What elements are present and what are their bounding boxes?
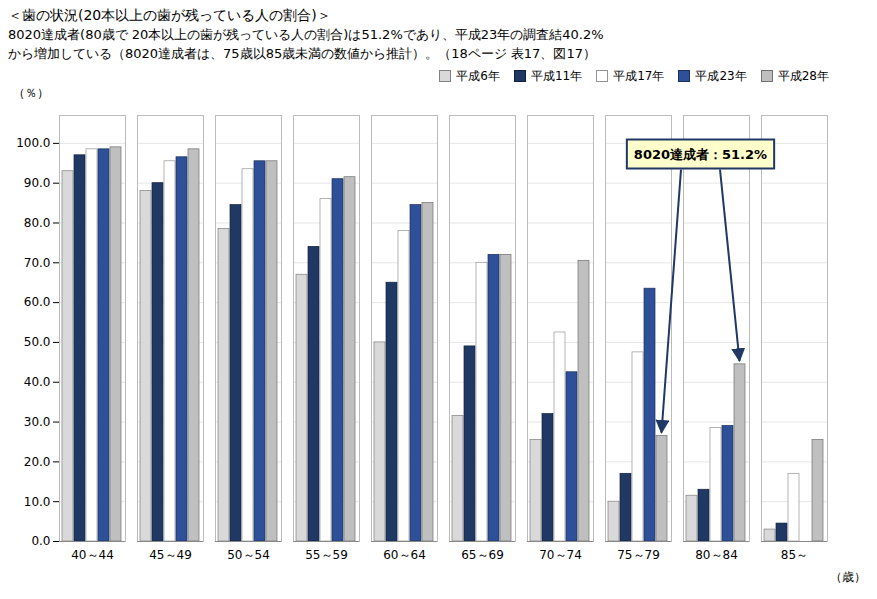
- svg-text:100.0: 100.0: [16, 136, 50, 150]
- svg-text:50～54: 50～54: [227, 548, 270, 562]
- svg-text:90.0: 90.0: [24, 176, 51, 190]
- svg-text:20.0: 20.0: [24, 455, 51, 469]
- svg-text:60～64: 60～64: [383, 548, 426, 562]
- html-text:平成6年: 平成6年: [456, 68, 500, 83]
- html-text:から増加している（8020達成者は、75歳以85歳未満の数値: から増加している（8020達成者は、75歳以85歳未満の数値から推計）。（18ペ…: [8, 46, 596, 61]
- svg-text:50.0: 50.0: [24, 335, 51, 349]
- html-text:8020達成者(80歳で 20本以上の歯が残っている人の割合: 8020達成者(80歳で 20本以上の歯が残っている人の割合)は51.2%であり…: [8, 27, 604, 42]
- svg-text:80.0: 80.0: [24, 216, 51, 230]
- svg-text:（歳）: （歳）: [830, 570, 866, 584]
- html-text:平成28年: 平成28年: [777, 68, 829, 83]
- svg-text:30.0: 30.0: [24, 415, 51, 429]
- html-text:＜歯の状況(20本以上の歯が残っている人の割合)＞: ＜歯の状況(20本以上の歯が残っている人の割合)＞: [8, 7, 331, 23]
- html-text:平成23年: 平成23年: [695, 68, 747, 83]
- svg-text:8020達成者：51.2%: 8020達成者：51.2%: [634, 147, 767, 162]
- svg-text:40～44: 40～44: [71, 548, 114, 562]
- html-text:平成11年: 平成11年: [530, 68, 583, 83]
- svg-text:（％）: （％）: [13, 86, 49, 100]
- svg-text:70～74: 70～74: [539, 548, 582, 562]
- svg-text:60.0: 60.0: [24, 295, 51, 309]
- svg-text:65～69: 65～69: [461, 548, 504, 562]
- svg-text:0.0: 0.0: [31, 534, 50, 548]
- svg-text:10.0: 10.0: [24, 495, 51, 509]
- html-text:平成17年: 平成17年: [613, 68, 665, 83]
- svg-text:75～79: 75～79: [617, 548, 660, 562]
- svg-text:70.0: 70.0: [24, 256, 51, 270]
- svg-text:45～49: 45～49: [149, 548, 192, 562]
- svg-text:85～: 85～: [781, 548, 808, 562]
- svg-text:80～84: 80～84: [695, 548, 738, 562]
- svg-text:40.0: 40.0: [24, 375, 51, 389]
- svg-text:55～59: 55～59: [305, 548, 348, 562]
